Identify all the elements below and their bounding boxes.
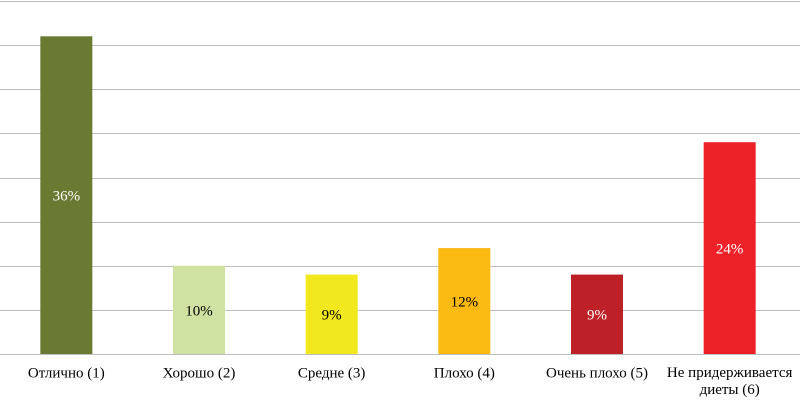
bar [438,248,491,354]
bar [305,274,358,354]
x-tick-label: Не придерживается диеты (6) [667,365,793,398]
x-tick-label: Плохо (4) [434,365,495,381]
bar [571,274,623,354]
x-tick-label-line: Не придерживается [667,365,793,381]
value-label: 9% [587,308,607,324]
value-label: 36% [53,189,81,205]
x-tick-label: Хорошо (2) [163,365,236,381]
bar [40,36,93,355]
value-label: 10% [185,303,213,319]
x-tick-label-line: диеты (6) [700,382,760,398]
bar [703,142,756,354]
x-tick-label: Средне (3) [298,365,366,381]
x-tick-label: Отлично (1) [28,365,105,381]
bar [173,265,225,354]
value-label: 12% [451,294,479,310]
x-tick-label: Очень плохо (5) [546,365,648,381]
value-label: 9% [322,308,342,324]
value-label: 24% [716,242,744,258]
